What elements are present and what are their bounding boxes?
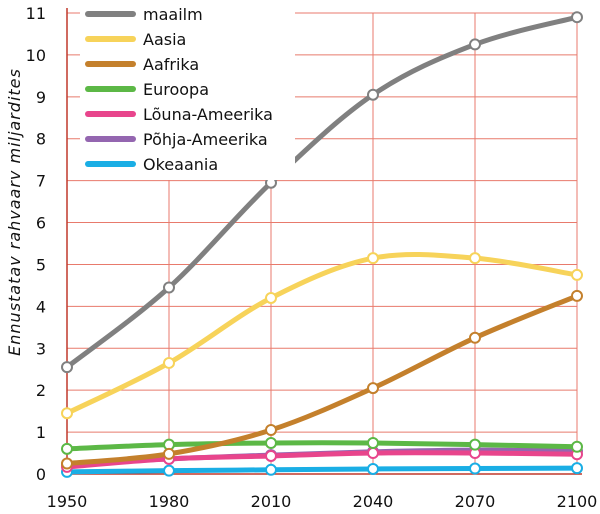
y-axis-label: Ennustatav rahvaarv miljardites (5, 68, 24, 356)
data-point (571, 440, 583, 453)
series-line-4 (64, 450, 580, 470)
data-point (163, 447, 175, 460)
data-point (61, 457, 73, 470)
data-point (163, 464, 175, 477)
data-point (571, 268, 583, 281)
x-tick-label: 2040 (353, 492, 394, 511)
data-point (61, 442, 73, 455)
data-point (571, 11, 583, 24)
legend-label: maailm (143, 5, 203, 24)
series-lines (64, 14, 580, 475)
data-point (469, 462, 481, 475)
data-point (265, 436, 277, 449)
data-points (61, 11, 583, 478)
x-tick-label: 1950 (47, 492, 88, 511)
series-line-6 (64, 465, 580, 475)
series-line-2 (64, 293, 580, 467)
y-tick-label: 9 (36, 88, 46, 107)
data-point (469, 331, 481, 344)
data-point (265, 291, 277, 304)
series-line-1 (64, 252, 580, 416)
data-point (367, 382, 379, 395)
data-point (367, 462, 379, 475)
x-tick-label: 1980 (149, 492, 190, 511)
data-point (571, 289, 583, 302)
data-point (367, 447, 379, 460)
x-tick-label: 2070 (455, 492, 496, 511)
y-tick-label: 7 (36, 172, 46, 191)
data-point (571, 462, 583, 475)
y-tick-label: 2 (36, 381, 46, 400)
series-line-3 (64, 440, 580, 452)
legend-label: Põhja-Ameerika (143, 130, 268, 149)
y-tick-label: 4 (36, 297, 46, 316)
x-tick-label: 2100 (557, 492, 598, 511)
data-point (163, 281, 175, 294)
legend-label: Aasia (143, 30, 186, 49)
legend-label: Aafrika (143, 55, 199, 74)
data-point (61, 361, 73, 374)
axes: 0 1 2 3 4 5 6 7 8 9 10 11 1950 1980 2010 2040 2070 2100 (26, 4, 598, 511)
y-tick-label: 6 (36, 214, 46, 233)
legend-label: Euroopa (143, 80, 209, 99)
y-tick-label: 11 (26, 4, 46, 23)
data-point (265, 463, 277, 476)
data-point (469, 38, 481, 51)
data-point (163, 356, 175, 369)
data-point (265, 423, 277, 436)
data-point (469, 252, 481, 265)
y-tick-label: 5 (36, 255, 46, 274)
data-point (367, 252, 379, 265)
y-tick-label: 10 (26, 46, 46, 65)
legend-label: Lõuna-Ameerika (143, 105, 273, 124)
data-point (469, 438, 481, 451)
x-tick-label: 2010 (251, 492, 292, 511)
data-point (367, 436, 379, 449)
y-tick-label: 0 (36, 465, 46, 484)
y-tick-label: 3 (36, 339, 46, 358)
legend: maailm Aasia Aafrika Euroopa Lõuna-Ameerika P… (80, 0, 295, 180)
y-tick-label: 8 (36, 130, 46, 149)
legend-label: Okeaania (143, 155, 218, 174)
data-point (265, 449, 277, 462)
y-tick-label: 1 (36, 423, 46, 442)
data-point (61, 407, 73, 420)
data-point (367, 88, 379, 101)
